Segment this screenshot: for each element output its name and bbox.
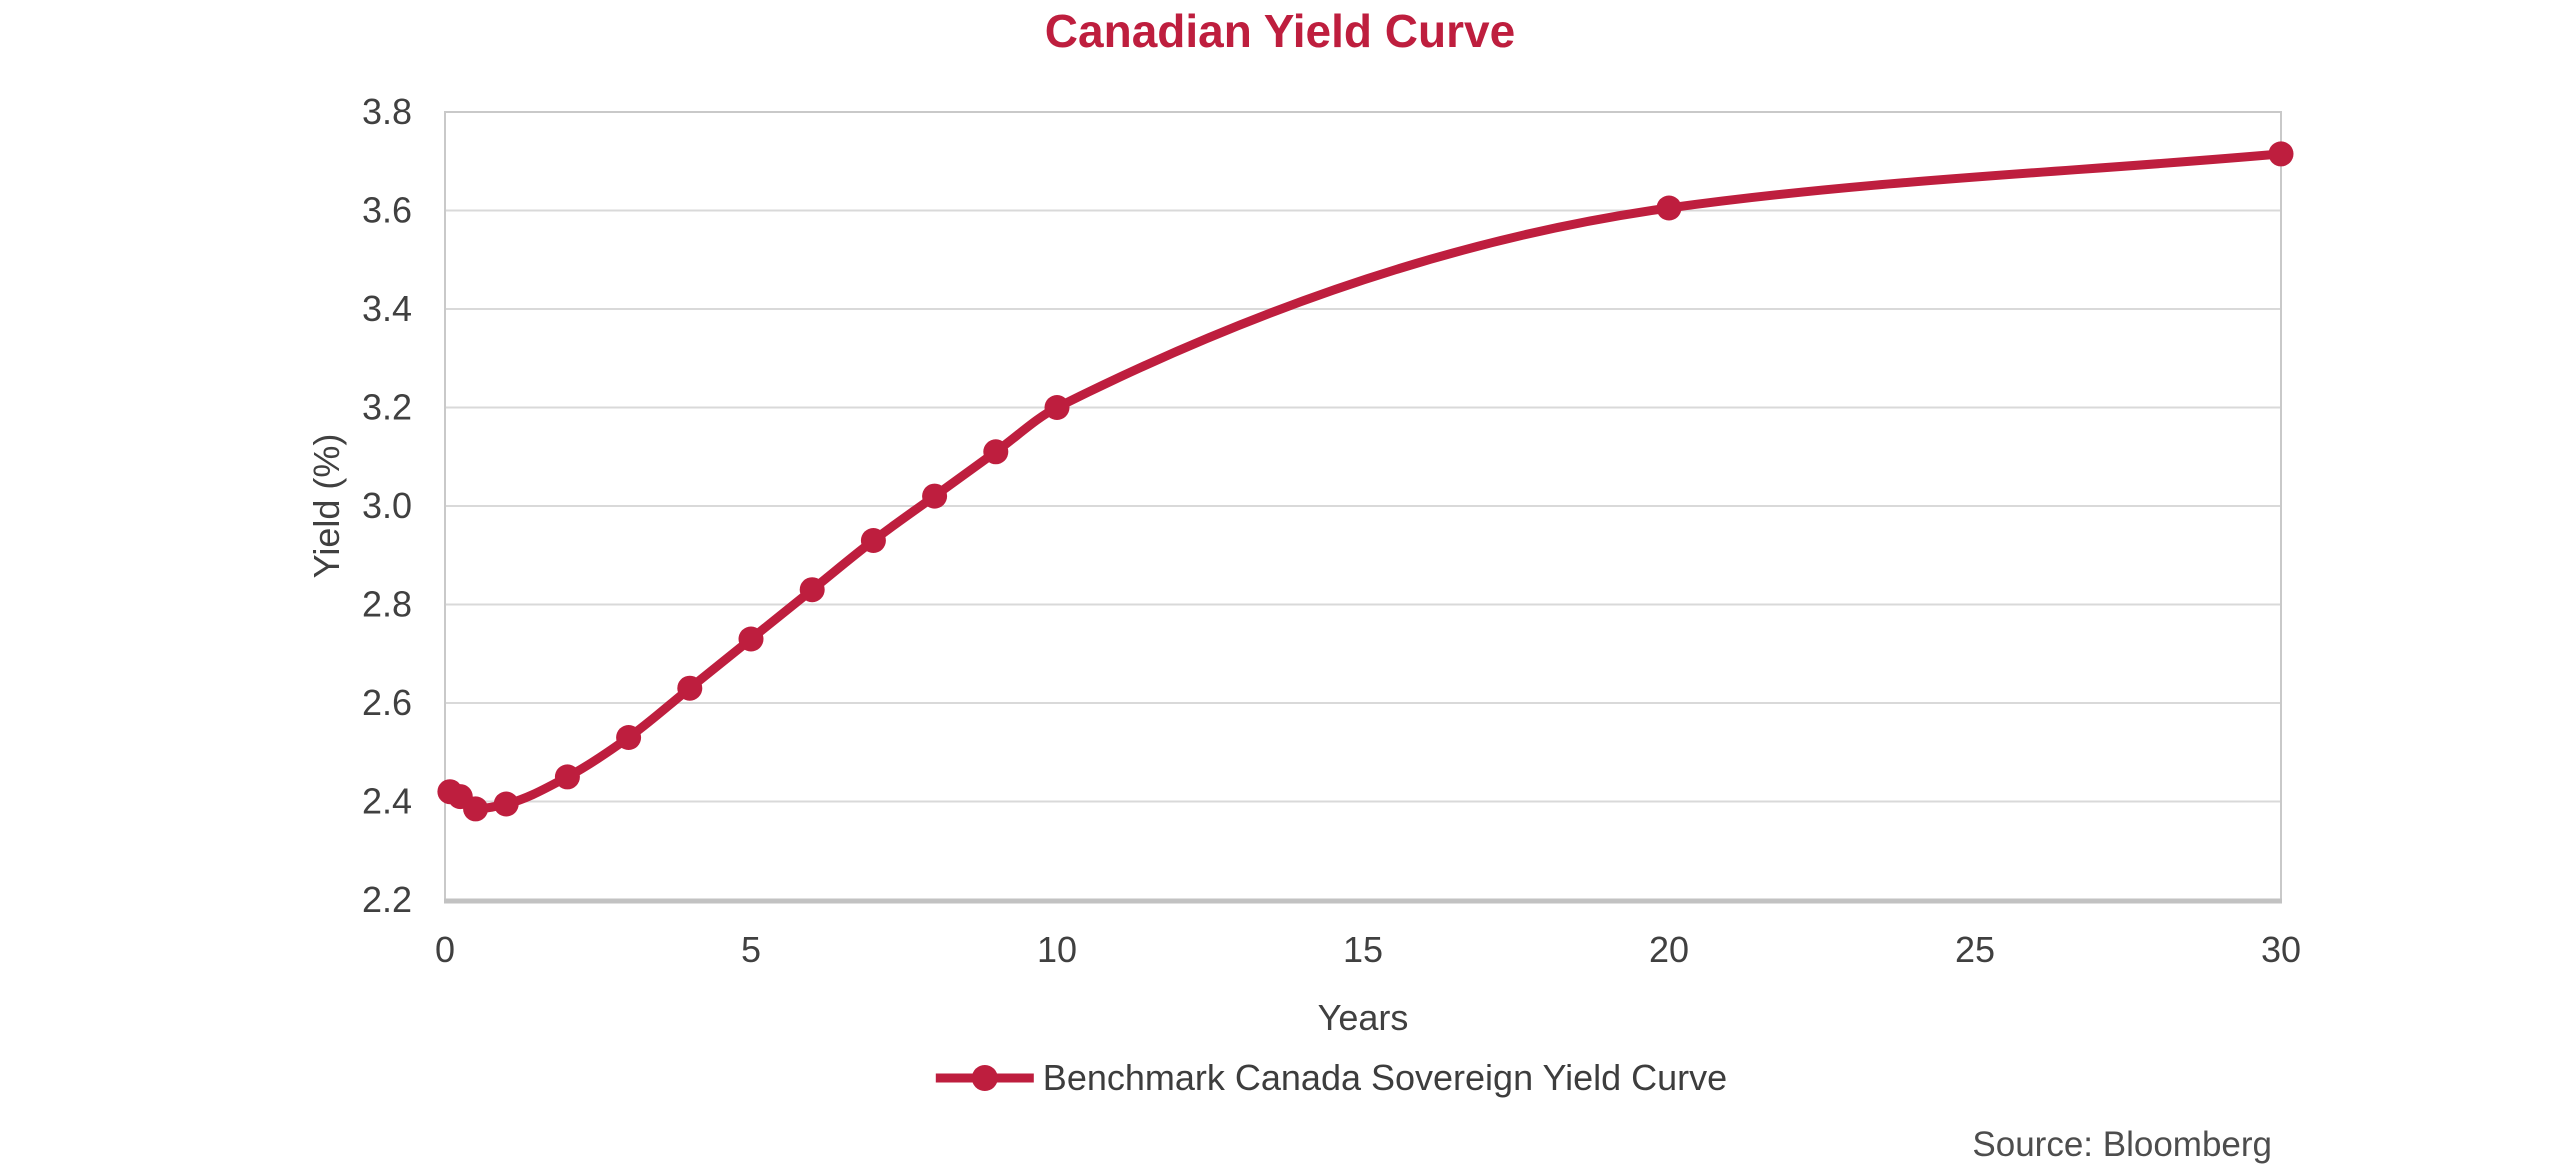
legend: Benchmark Canada Sovereign Yield Curve [933,1057,1727,1099]
data-point-marker [493,791,519,817]
data-point-marker [1044,395,1070,420]
legend-label: Benchmark Canada Sovereign Yield Curve [1042,1057,1728,1098]
x-tick-label: 30 [2261,929,2301,970]
legend-line-marker-icon [935,1065,1034,1091]
y-tick-label: 3.2 [362,387,412,428]
y-tick-label: 3.4 [362,288,412,329]
x-tick-label: 10 [1037,929,1077,970]
x-axis-title: Years [1317,997,1409,1038]
x-tick-label: 5 [741,929,761,970]
x-tick-label: 25 [1955,929,1995,970]
x-tick-label: 0 [435,929,455,970]
data-point-marker [463,796,489,822]
data-point-marker [922,483,948,509]
y-tick-label: 3.6 [362,190,412,231]
chart-title: Canadian Yield Curve [1044,5,1516,57]
y-tick-label: 3.8 [362,91,412,132]
y-axis-title: Yield (%) [306,433,347,579]
y-tick-label: 3.0 [362,485,412,526]
yield-curve-line [445,149,2286,814]
data-point-marker [738,626,764,652]
data-point-marker [677,675,703,701]
data-point-marker [554,764,580,790]
x-tick-label: 15 [1343,929,1383,970]
data-point-marker [1656,195,1682,221]
source-note: Source: Bloomberg [1972,1125,2272,1164]
y-tick-label: 2.4 [362,781,412,822]
x-tick-label: 20 [1649,929,1689,970]
data-point-marker [2268,141,2294,167]
data-point-marker [616,725,642,750]
data-point-marker [983,439,1009,465]
data-point-marker [860,528,886,553]
y-tick-label: 2.2 [362,879,412,920]
y-tick-label: 2.8 [362,584,412,625]
data-point-marker [799,577,825,603]
y-tick-label: 2.6 [362,682,412,723]
